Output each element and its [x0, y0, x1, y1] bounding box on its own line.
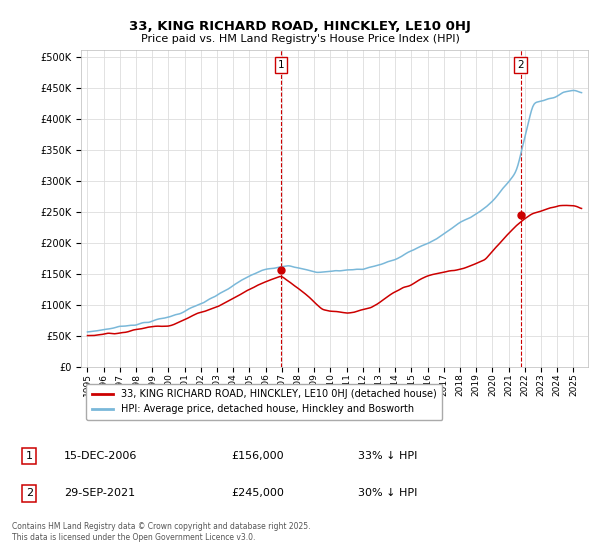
Text: 1: 1 [278, 60, 284, 69]
Text: 30% ↓ HPI: 30% ↓ HPI [358, 488, 417, 498]
Text: 1: 1 [26, 451, 33, 461]
Text: 29-SEP-2021: 29-SEP-2021 [64, 488, 135, 498]
Text: 2: 2 [517, 60, 524, 69]
Text: 33, KING RICHARD ROAD, HINCKLEY, LE10 0HJ: 33, KING RICHARD ROAD, HINCKLEY, LE10 0H… [129, 20, 471, 32]
Text: £156,000: £156,000 [231, 451, 284, 461]
Text: Contains HM Land Registry data © Crown copyright and database right 2025.
This d: Contains HM Land Registry data © Crown c… [12, 522, 311, 542]
Text: Price paid vs. HM Land Registry's House Price Index (HPI): Price paid vs. HM Land Registry's House … [140, 34, 460, 44]
Text: £245,000: £245,000 [231, 488, 284, 498]
Text: 15-DEC-2006: 15-DEC-2006 [64, 451, 137, 461]
Legend: 33, KING RICHARD ROAD, HINCKLEY, LE10 0HJ (detached house), HPI: Average price, : 33, KING RICHARD ROAD, HINCKLEY, LE10 0H… [86, 384, 442, 420]
Text: 33% ↓ HPI: 33% ↓ HPI [358, 451, 417, 461]
Text: 2: 2 [26, 488, 33, 498]
